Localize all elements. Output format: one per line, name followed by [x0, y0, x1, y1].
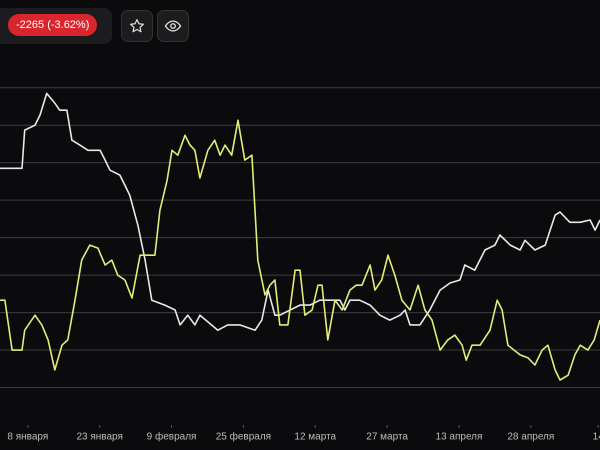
eye-icon	[164, 20, 182, 32]
series-line	[0, 92, 600, 331]
x-tick-label: 13 апреля	[436, 432, 483, 443]
x-tick-label: 23 января	[76, 432, 122, 443]
x-tick-label: 8 января	[7, 432, 48, 443]
x-tick-label: 12 марта	[294, 432, 336, 443]
series-line	[0, 119, 600, 381]
favorite-button[interactable]	[121, 10, 153, 42]
x-tick-label: 14	[593, 432, 600, 443]
visibility-button[interactable]	[157, 10, 189, 42]
star-icon	[130, 19, 144, 33]
x-tick-label: 25 февраля	[216, 431, 271, 443]
x-tick-label: 27 марта	[366, 432, 408, 443]
change-badge: -2265 (-3.62%)	[8, 14, 98, 36]
x-tick-label: 9 февраля	[147, 431, 197, 443]
x-tick-label: 28 апреля	[507, 432, 554, 443]
